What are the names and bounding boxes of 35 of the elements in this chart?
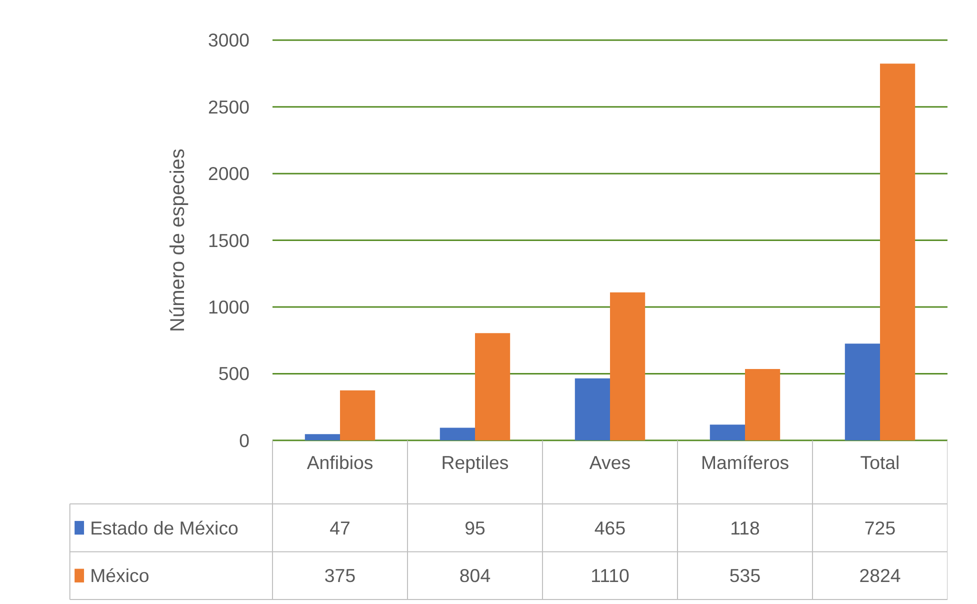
y-tick-label: 1000 — [208, 296, 250, 318]
bar — [880, 64, 916, 440]
data-label: 465 — [594, 517, 626, 538]
y-tick-label: 2500 — [208, 96, 250, 118]
y-tick-label: 0 — [239, 430, 250, 451]
x-tick-label: Aves — [589, 452, 631, 474]
y-tick-label: 1500 — [208, 230, 250, 251]
bar — [844, 344, 880, 440]
x-tick-label: Mamíferos — [700, 452, 790, 474]
bar — [574, 378, 610, 440]
legend-label: México — [90, 565, 150, 586]
data-label: 95 — [464, 517, 486, 538]
bar — [340, 390, 376, 440]
x-tick-label: Total — [860, 452, 900, 474]
bar — [304, 434, 340, 440]
bar — [745, 369, 780, 440]
data-label: 725 — [864, 517, 896, 538]
data-label: 1110 — [590, 565, 630, 586]
data-label: 804 — [459, 565, 491, 586]
y-tick-label: 2000 — [208, 163, 250, 184]
y-tick-label: 500 — [218, 363, 250, 384]
x-tick-label: Anfibios — [306, 452, 374, 474]
data-label: 47 — [330, 517, 350, 538]
bar — [475, 333, 510, 440]
bar — [710, 424, 745, 440]
data-label: 535 — [729, 565, 761, 586]
y-axis-title: Número de especies — [167, 148, 190, 332]
data-label: 375 — [324, 565, 356, 586]
y-tick-label: 3000 — [208, 30, 250, 51]
bar — [440, 428, 475, 440]
bar — [610, 292, 646, 440]
data-label: 118 — [730, 517, 760, 538]
legend-label: Estado de México — [90, 517, 238, 538]
x-tick-label: Reptiles — [441, 452, 509, 474]
data-label: 2824 — [859, 565, 901, 586]
